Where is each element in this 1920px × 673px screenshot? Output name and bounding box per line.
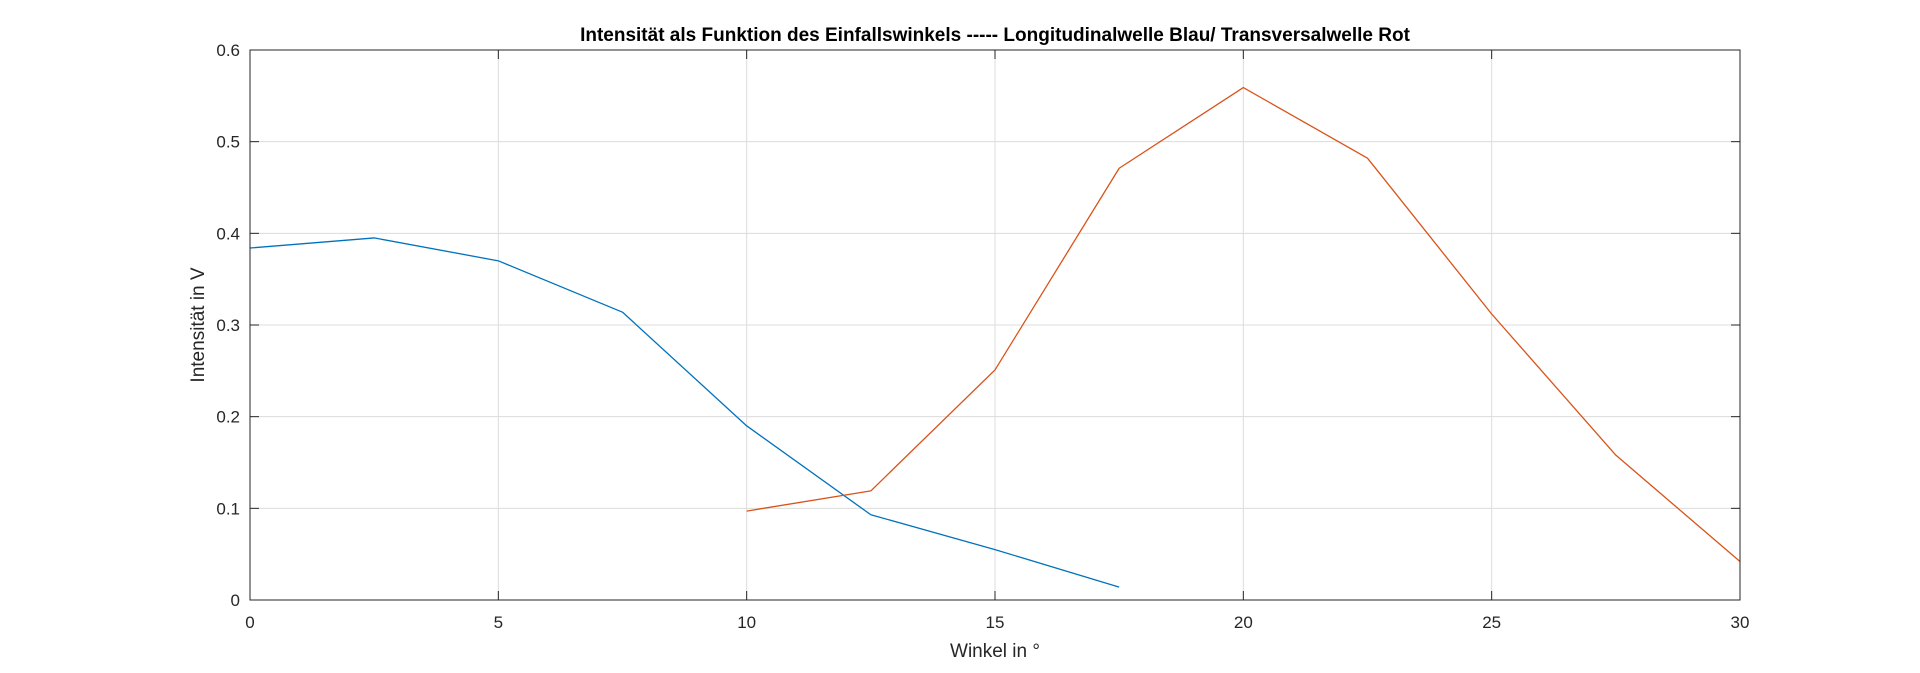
y-tick-label: 0.3 (216, 316, 240, 335)
y-tick-label: 0.4 (216, 224, 240, 243)
series-line-1 (249, 237, 1120, 588)
y-tick-label: 0.2 (216, 408, 240, 427)
y-tick-label: 0.1 (216, 499, 240, 518)
x-tick-label: 10 (737, 613, 756, 632)
series-layer (249, 86, 1741, 588)
x-tick-label: 20 (1234, 613, 1253, 632)
x-tick-label: 5 (494, 613, 503, 632)
y-tick-label: 0.6 (216, 41, 240, 60)
axis-ticks: 0 5 10 15 20 25 30 0 0.1 0.2 0.3 0.4 0.5 0.6 (216, 41, 1749, 632)
x-tick-label: 15 (986, 613, 1005, 632)
x-axis-label: Winkel in ° (950, 641, 1040, 662)
y-axis-label: Intensität in V (188, 267, 209, 382)
y-tick-label: 0 (231, 591, 240, 610)
y-tick-label: 0.5 (216, 133, 240, 152)
series-line-2 (746, 86, 1741, 562)
grid-lines (249, 49, 1741, 601)
x-tick-label: 25 (1482, 613, 1501, 632)
x-tick-label: 0 (245, 613, 254, 632)
x-tick-label: 30 (1731, 613, 1750, 632)
chart-title: Intensität als Funktion des Einfallswink… (580, 25, 1410, 46)
